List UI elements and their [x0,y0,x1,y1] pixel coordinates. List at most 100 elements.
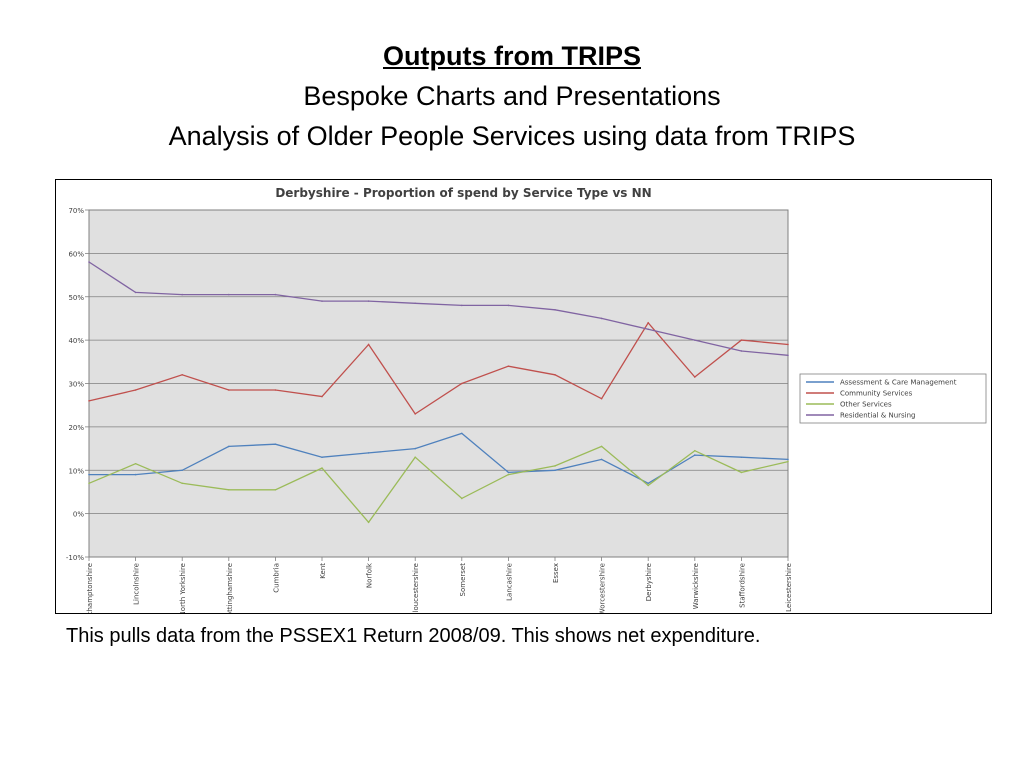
series-line-0 [89,432,789,485]
data-point [414,413,417,415]
data-point [787,343,789,346]
data-point [554,465,556,467]
data-point [740,350,743,352]
data-point [600,445,603,448]
y-tick-label: 0% [73,511,84,519]
data-point [228,488,230,491]
data-point [461,497,463,500]
y-tick-label: -10% [66,554,84,562]
data-point [228,389,230,391]
data-point [694,339,696,341]
data-point [554,469,556,472]
y-tick-label: 20% [68,424,84,432]
data-point [88,482,90,485]
data-point [414,302,417,305]
data-point [181,374,183,376]
series-line-2 [88,445,789,524]
chart-frame: Derbyshire - Proportion of spend by Serv… [55,179,992,614]
slide-subtitle-2: Analysis of Older People Services using … [168,121,856,151]
data-point [507,365,510,367]
data-point [321,456,323,459]
data-point [88,261,90,263]
legend-label: Residential & Nursing [840,412,916,420]
line-chart: Derbyshire - Proportion of spend by Serv… [66,186,987,613]
data-point [228,445,230,448]
data-point [647,482,649,485]
series-line-3 [88,261,789,356]
x-tick-label: Warwickshire [692,563,700,609]
data-point [274,389,277,391]
data-point [88,473,90,476]
data-point [740,339,743,341]
data-point [134,291,137,294]
x-tick-label: Lincolnshire [133,563,141,605]
data-point [694,376,696,378]
data-point [321,300,323,302]
x-tick-label: Leicestershire [785,563,793,612]
data-point [787,460,789,463]
data-point [507,304,510,307]
x-tick-label: Derbyshire [645,563,653,601]
data-point [740,456,743,459]
data-point [647,321,649,324]
data-point [228,293,230,296]
data-point [414,456,417,459]
data-point [600,397,603,400]
y-tick-label: 10% [68,467,84,475]
data-point [554,308,556,311]
data-point [88,400,90,402]
data-point [647,484,649,487]
data-point [694,454,696,456]
chart-title: Derbyshire - Proportion of spend by Serv… [275,186,651,200]
data-point [600,317,603,320]
data-point [181,482,183,485]
data-point [181,469,183,472]
legend-label: Other Services [840,401,892,409]
data-point [787,458,789,461]
x-tick-label: Nottinghamshire [226,563,234,613]
data-point [367,452,370,454]
legend-label: Assessment & Care Management [840,379,957,387]
data-point [274,488,277,491]
x-tick-label: Staffordshire [738,563,746,608]
legend-label: Community Services [840,390,913,398]
x-tick-label: Norfolk [366,562,374,588]
x-tick-label: Cumbria [272,563,280,593]
data-point [181,293,183,296]
y-tick-label: 40% [68,337,84,345]
data-point [600,458,603,461]
data-point [321,395,323,398]
data-point [461,382,463,385]
y-tick-label: 50% [68,294,84,302]
data-point [367,521,370,524]
data-point [694,449,696,452]
x-tick-label: Essex [552,563,560,583]
data-point [554,374,556,376]
x-tick-label: North Yorkshire [179,563,187,613]
data-point [507,471,510,474]
data-point [507,473,510,476]
y-tick-label: 60% [68,250,84,258]
slide-subtitle-1: Bespoke Charts and Presentations [303,81,721,111]
data-point [321,467,323,469]
slide-caption: This pulls data from the PSSEX1 Return 2… [66,625,761,647]
x-tick-label: Kent [319,563,327,579]
slide-heading: Outputs from TRIPS Bespoke Charts and Pr… [0,36,1024,156]
x-tick-label: Somerset [459,563,467,597]
data-point [414,447,417,450]
data-point [787,354,789,357]
data-point [461,304,463,307]
data-point [367,300,370,302]
data-point [134,389,137,391]
x-tick-label: Lancashire [505,563,513,601]
data-point [274,443,277,446]
data-point [134,473,137,476]
data-point [134,462,137,465]
x-tick-label: Northamptonshire [86,563,94,613]
x-tick-label: Worcestershire [599,563,607,613]
slide-title: Outputs from TRIPS [383,41,641,71]
data-point [274,293,277,296]
series-line-1 [88,321,789,415]
data-point [461,432,463,435]
y-tick-label: 70% [68,207,84,215]
